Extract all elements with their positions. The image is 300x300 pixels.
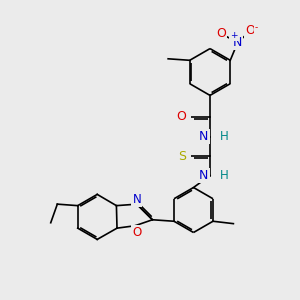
Text: N: N (132, 193, 141, 206)
Text: N: N (233, 36, 242, 49)
Text: O: O (132, 226, 141, 239)
Text: H: H (220, 130, 228, 143)
Text: H: H (220, 169, 228, 182)
Text: N: N (199, 169, 208, 182)
Text: O: O (216, 27, 226, 40)
Text: S: S (178, 149, 186, 163)
Text: O: O (245, 24, 255, 38)
Text: +: + (230, 31, 238, 40)
Text: -: - (255, 23, 258, 32)
Text: O: O (176, 110, 186, 124)
Text: N: N (199, 130, 208, 143)
